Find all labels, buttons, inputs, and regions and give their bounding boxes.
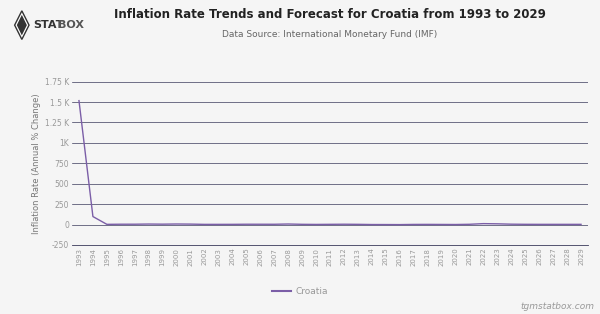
Polygon shape <box>14 11 29 40</box>
Y-axis label: Inflation Rate (Annual % Change): Inflation Rate (Annual % Change) <box>32 93 41 234</box>
Polygon shape <box>17 15 27 35</box>
Legend: Croatia: Croatia <box>269 284 331 300</box>
Text: Inflation Rate Trends and Forecast for Croatia from 1993 to 2029: Inflation Rate Trends and Forecast for C… <box>114 8 546 21</box>
Text: Data Source: International Monetary Fund (IMF): Data Source: International Monetary Fund… <box>223 30 437 39</box>
Text: STAT: STAT <box>34 20 64 30</box>
Text: tgmstatbox.com: tgmstatbox.com <box>520 302 594 311</box>
Text: BOX: BOX <box>58 20 84 30</box>
